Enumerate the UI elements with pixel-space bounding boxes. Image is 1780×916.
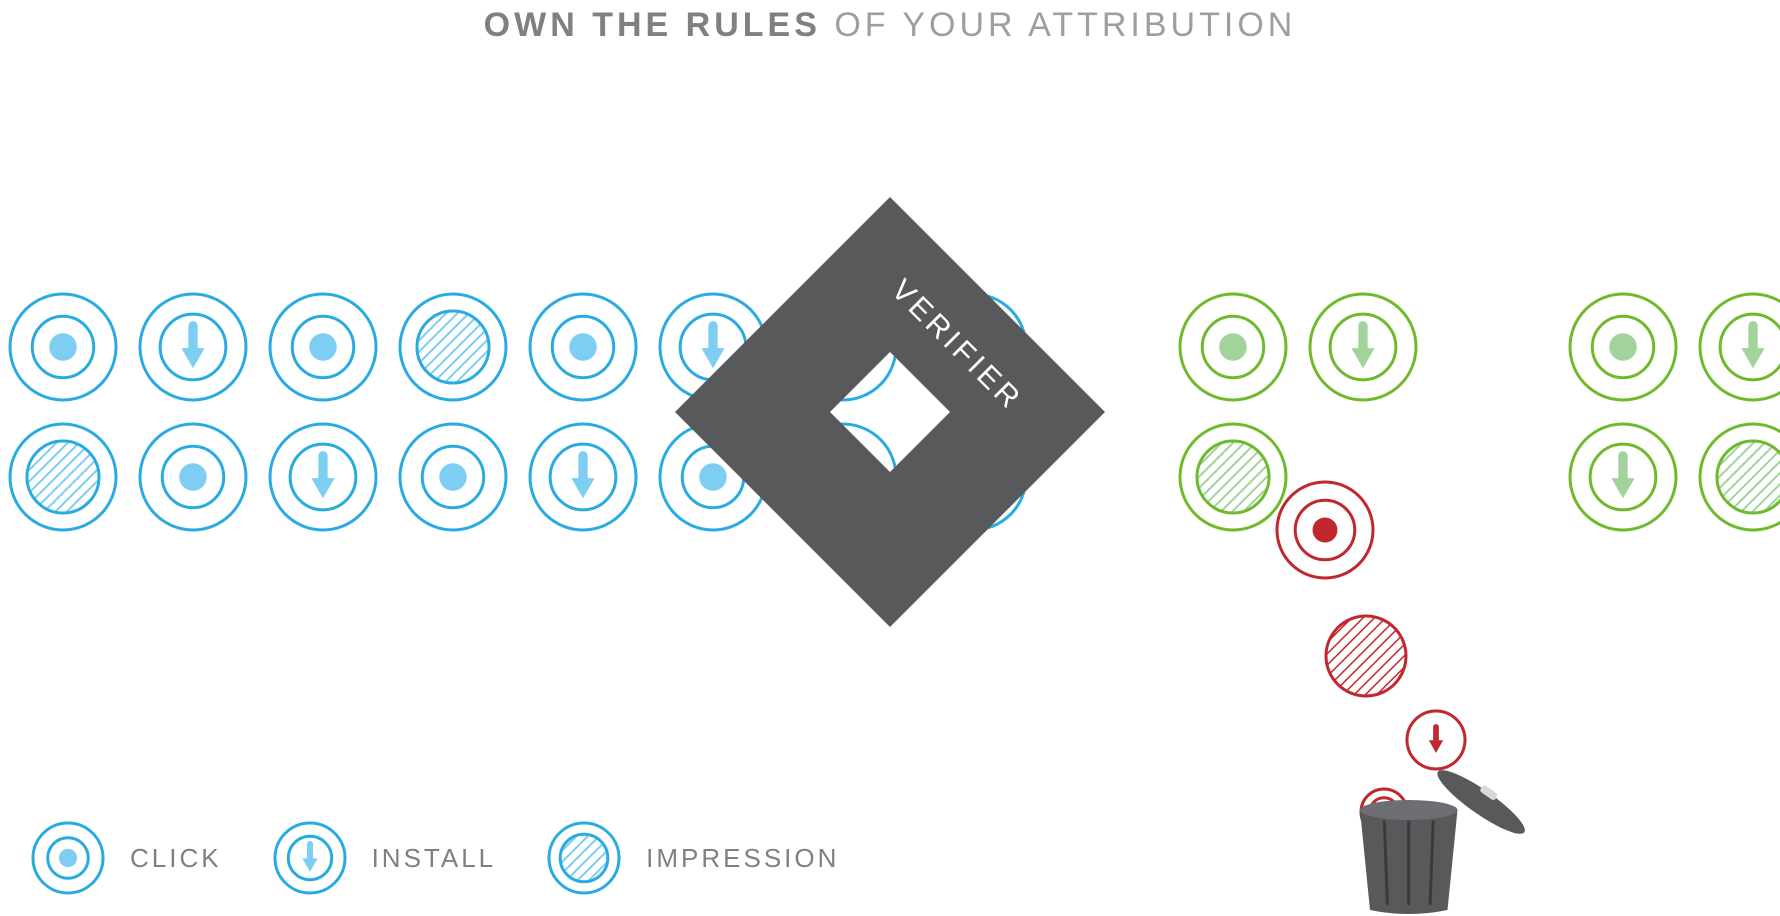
- legend-label: INSTALL: [372, 843, 497, 874]
- click-token: [1180, 294, 1286, 400]
- click-token: [1570, 294, 1676, 400]
- impression-token: [1326, 616, 1406, 696]
- legend-label: CLICK: [130, 843, 222, 874]
- click_ripple-token: [1277, 482, 1373, 578]
- impression-token: [400, 294, 506, 400]
- click-token: [400, 424, 506, 530]
- install-token: [1570, 424, 1676, 530]
- click-token: [530, 294, 636, 400]
- legend: CLICK INSTALL IMPRESSION: [30, 820, 839, 896]
- install-token: [530, 424, 636, 530]
- impression-token: [1180, 424, 1286, 530]
- install-token: [1407, 711, 1465, 769]
- install-token: [140, 294, 246, 400]
- install-token: [1310, 294, 1416, 400]
- install-token: [1700, 294, 1780, 400]
- impression-token: [1700, 424, 1780, 530]
- legend-item-install: INSTALL: [272, 820, 497, 896]
- install-token: [270, 424, 376, 530]
- diagram-stage: VERIFIER: [0, 0, 1780, 916]
- trash-icon: [1360, 759, 1533, 914]
- click-token: [140, 424, 246, 530]
- click-icon: [30, 820, 106, 896]
- impression-token: [10, 424, 116, 530]
- install-icon: [272, 820, 348, 896]
- legend-label: IMPRESSION: [646, 843, 839, 874]
- impression-icon: [546, 820, 622, 896]
- legend-item-impression: IMPRESSION: [546, 820, 839, 896]
- click-token: [10, 294, 116, 400]
- verifier-diamond: VERIFIER: [675, 197, 1105, 627]
- click-token: [270, 294, 376, 400]
- legend-item-click: CLICK: [30, 820, 222, 896]
- rejected-stream: [1277, 482, 1465, 835]
